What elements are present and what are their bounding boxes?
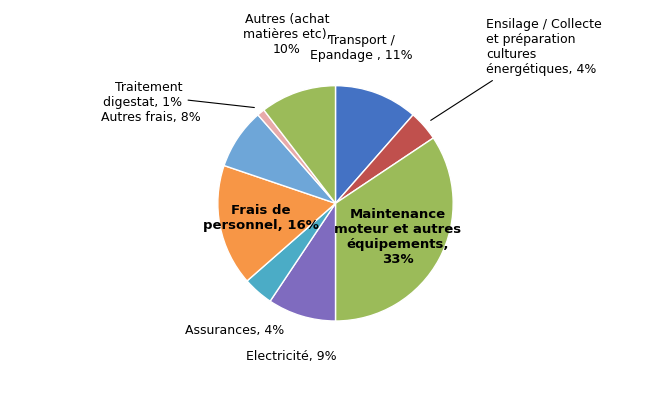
Text: Assurances, 4%: Assurances, 4% [185,324,285,337]
Wedge shape [258,110,336,203]
Text: Electricité, 9%: Electricité, 9% [246,350,336,363]
Wedge shape [336,86,413,203]
Wedge shape [247,203,336,301]
Text: Traitement
digestat, 1%: Traitement digestat, 1% [103,81,254,109]
Text: Frais de
personnel, 16%: Frais de personnel, 16% [203,204,319,232]
Text: Ensilage / Collecte
et préparation
cultures
énergétiques, 4%: Ensilage / Collecte et préparation cultu… [431,18,602,120]
Wedge shape [218,165,336,281]
Wedge shape [270,203,336,321]
Text: Transport /
Epandage , 11%: Transport / Epandage , 11% [310,34,413,62]
Wedge shape [336,115,433,203]
Text: Autres frais, 8%: Autres frais, 8% [101,110,201,123]
Wedge shape [264,86,336,203]
Text: Autres (achat
matières etc),
10%: Autres (achat matières etc), 10% [244,13,331,56]
Wedge shape [224,115,336,203]
Wedge shape [336,138,453,321]
Text: Maintenance
moteur et autres
équipements,
33%: Maintenance moteur et autres équipements… [334,208,462,266]
